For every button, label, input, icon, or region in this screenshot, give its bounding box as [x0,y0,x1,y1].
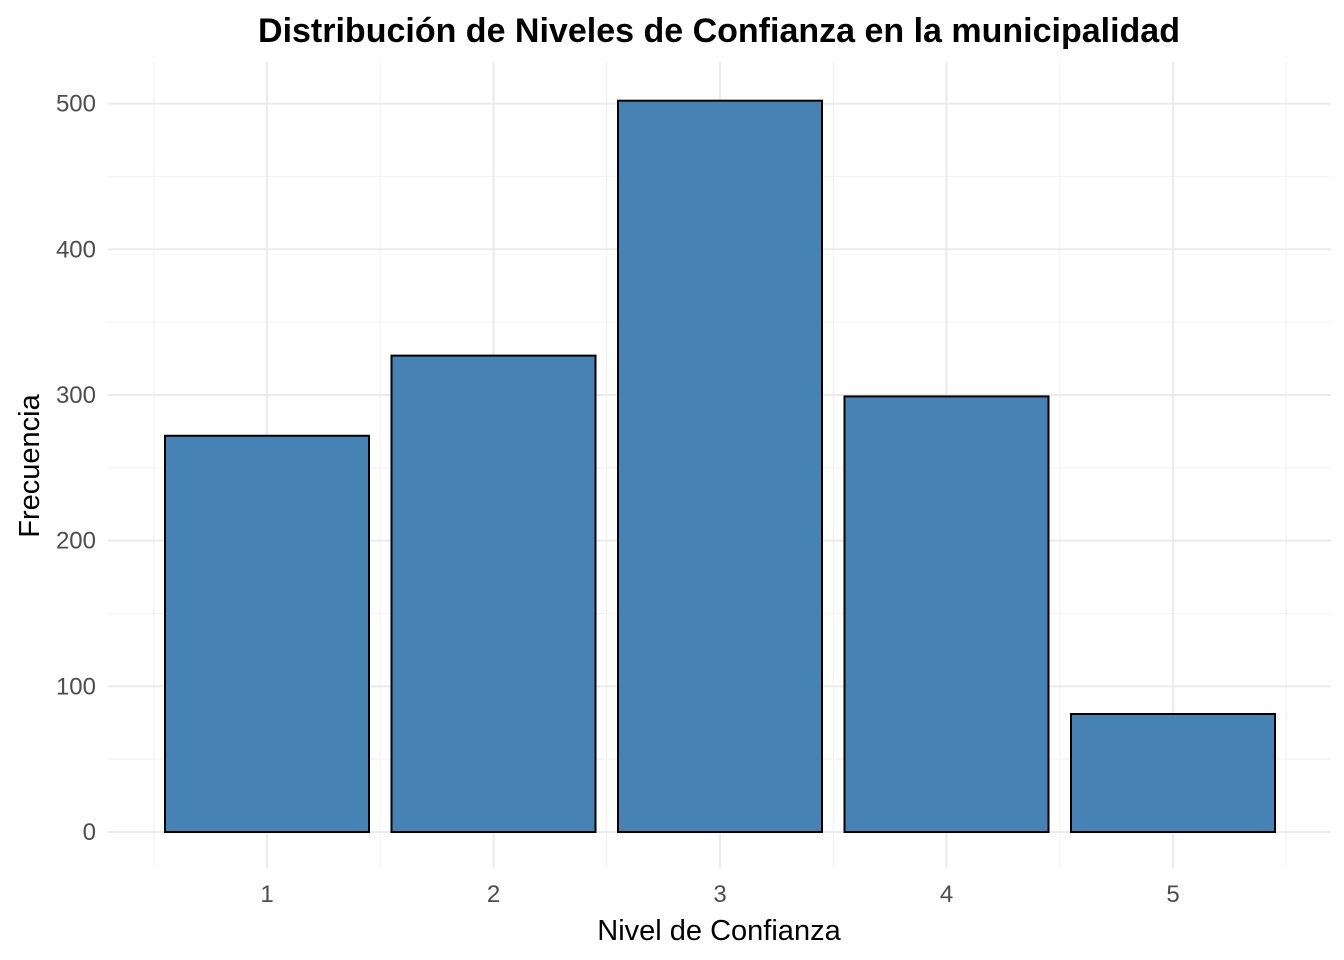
x-tick-label: 4 [940,881,953,908]
bar-2 [390,354,597,833]
y-tick-label: 100 [56,673,96,700]
y-tick-label: 300 [56,382,96,409]
bar-5 [1070,712,1276,834]
x-tick-label: 1 [260,881,273,908]
y-axis-title: Frecuencia [14,393,46,537]
chart-title: Distribución de Niveles de Confianza en … [258,12,1180,50]
x-tick-labels: 1 2 3 4 5 [260,881,1179,908]
bar-4 [843,395,1050,833]
y-tick-labels: 0 100 200 300 400 500 [56,91,96,846]
bars [164,99,1276,834]
x-tick-label: 3 [713,881,726,908]
y-tick-label: 500 [56,91,96,118]
y-tick-label: 0 [83,819,96,846]
bar-3 [617,99,823,833]
bar-1 [164,434,370,833]
x-tick-label: 2 [487,881,500,908]
x-axis-title: Nivel de Confianza [597,915,841,947]
y-tick-label: 400 [56,236,96,263]
x-tick-label: 5 [1166,881,1179,908]
y-tick-label: 200 [56,528,96,555]
